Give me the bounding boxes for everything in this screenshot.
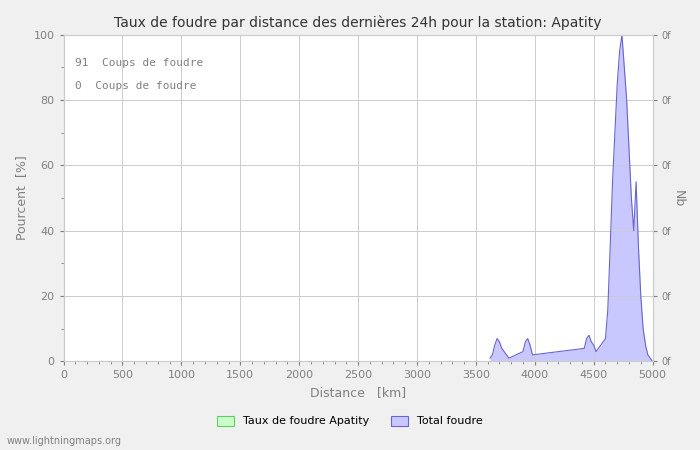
Y-axis label: Nb: Nb (672, 189, 685, 207)
Legend: Taux de foudre Apatity, Total foudre: Taux de foudre Apatity, Total foudre (213, 411, 487, 431)
Text: 91  Coups de foudre: 91 Coups de foudre (76, 58, 204, 68)
Title: Taux de foudre par distance des dernières 24h pour la station: Apatity: Taux de foudre par distance des dernière… (114, 15, 602, 30)
X-axis label: Distance   [km]: Distance [km] (310, 386, 406, 399)
Y-axis label: Pourcent  [%]: Pourcent [%] (15, 156, 28, 240)
Text: 0  Coups de foudre: 0 Coups de foudre (76, 81, 197, 90)
Text: www.lightningmaps.org: www.lightningmaps.org (7, 436, 122, 446)
